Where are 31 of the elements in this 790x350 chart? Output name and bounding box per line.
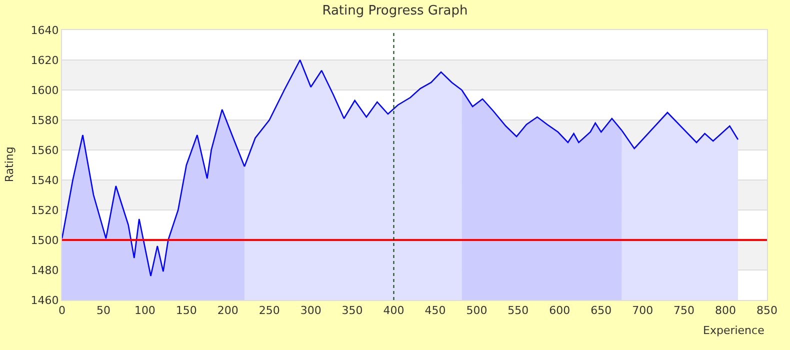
x-tick-label: 450: [424, 304, 446, 318]
y-tick-label: 1580: [30, 114, 59, 127]
y-tick-label: 1540: [30, 174, 59, 187]
chart-title: Rating Progress Graph: [322, 3, 468, 18]
x-tick-label: 700: [632, 304, 654, 318]
x-tick-label: 500: [466, 304, 488, 318]
y-tick-label: 1460: [30, 294, 59, 307]
x-tick-label: 200: [217, 304, 238, 318]
x-tick-label: 350: [342, 304, 363, 318]
y-tick-label: 1640: [30, 24, 59, 37]
x-tick-label: 400: [383, 304, 404, 318]
x-tick-label: 600: [549, 304, 570, 318]
x-axis-title: Experience: [703, 324, 765, 337]
x-tick-label: 850: [756, 304, 778, 318]
x-tick-label: 550: [508, 304, 529, 318]
y-tick-label: 1500: [30, 234, 59, 247]
x-tick-label: 150: [176, 304, 197, 318]
y-tick-label: 1480: [30, 264, 59, 277]
y-tick-label: 1620: [30, 54, 59, 67]
x-tick-label: 250: [258, 304, 280, 318]
x-tick-label: 100: [134, 304, 156, 318]
x-tick-label: 50: [96, 304, 110, 318]
x-tick-label: 0: [58, 304, 66, 318]
y-tick-label: 1560: [30, 144, 59, 157]
y-axis-title: Rating: [3, 146, 16, 182]
x-tick-label: 800: [715, 304, 736, 318]
y-tick-label: 1600: [30, 84, 59, 97]
x-tick-label: 300: [300, 304, 322, 318]
x-tick-label: 750: [674, 304, 695, 318]
y-tick-label: 1520: [30, 204, 59, 217]
x-tick-label: 650: [590, 304, 612, 318]
